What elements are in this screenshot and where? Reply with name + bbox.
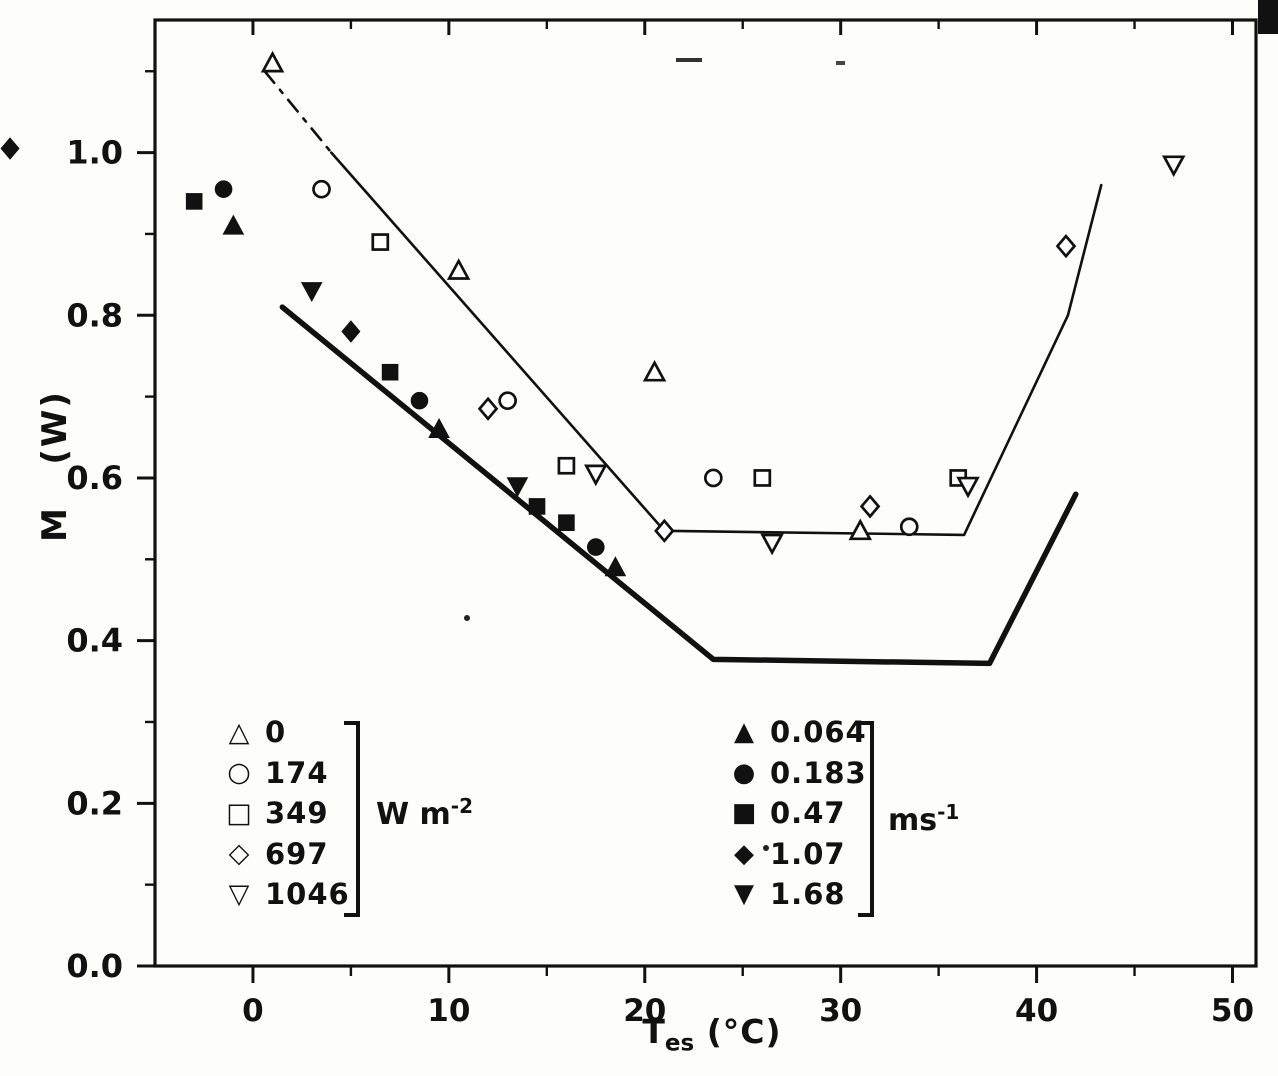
legend-item-label: 174 — [265, 755, 329, 790]
svg-text:1.0: 1.0 — [66, 134, 123, 172]
legend-item: △ 0 — [222, 712, 350, 753]
solid-circle-icon: ● — [732, 757, 756, 788]
legend-item: ▽ 1046 — [222, 874, 350, 915]
legend-item: ○ 174 — [222, 753, 350, 794]
svg-text:20: 20 — [623, 993, 666, 1029]
open-square-icon: □ — [226, 797, 252, 829]
x-axis-label-subscript: es — [664, 1030, 695, 1057]
svg-text:40: 40 — [1015, 993, 1058, 1029]
svg-text:30: 30 — [819, 993, 862, 1029]
svg-text:0.4: 0.4 — [66, 622, 123, 660]
legend-item: ▲ 0.064 — [727, 712, 867, 753]
svg-text:0.8: 0.8 — [66, 296, 123, 334]
legend-item-label: 1.68 — [770, 877, 846, 912]
x-axis-label-symbol: T — [642, 1012, 665, 1051]
legend-radiation-flux: △ 0 ○ 174 □ 349 ◇ 697 ▽ 1046 — [222, 712, 350, 915]
legend-item: ◆ 1.07 — [727, 834, 867, 875]
svg-text:0.6: 0.6 — [66, 459, 123, 497]
legend-item: ▼ 1.68 — [727, 874, 867, 915]
svg-text:50: 50 — [1211, 993, 1254, 1029]
solid-triangle-up-icon: ▲ — [734, 717, 754, 748]
svg-text:10: 10 — [427, 993, 470, 1029]
legend-unit-base: W m — [376, 797, 451, 832]
legend-item-label: 1.07 — [770, 836, 846, 871]
open-circle-icon: ○ — [227, 757, 251, 789]
svg-text:0: 0 — [242, 993, 264, 1029]
legend-unit-exponent: -1 — [937, 800, 960, 824]
legend-unit-base: ms — [888, 803, 938, 838]
legend-item-label: 697 — [265, 836, 329, 871]
legend-bracket — [858, 721, 874, 917]
open-triangle-up-icon: △ — [228, 716, 250, 748]
y-axis-label: M (W) — [35, 390, 75, 542]
x-axis-label-unit: (°C) — [694, 1012, 782, 1051]
svg-text:0.0: 0.0 — [66, 947, 123, 985]
legend-unit-label: ms-1 — [888, 800, 959, 838]
legend-item-label: 0.064 — [770, 715, 867, 750]
legend-bracket — [344, 721, 360, 917]
legend-item-label: 0.183 — [770, 755, 867, 790]
open-triangle-down-icon: ▽ — [228, 878, 250, 910]
legend-item: □ 349 — [222, 793, 350, 834]
legend-unit-label: W m-2 — [376, 794, 473, 832]
legend-item: ◇ 697 — [222, 834, 350, 875]
legend-item-label: 349 — [265, 796, 329, 831]
legend-item-label: 1046 — [265, 877, 350, 912]
legend-unit-exponent: -2 — [450, 794, 474, 818]
solid-square-icon: ■ — [731, 798, 757, 829]
solid-diamond-icon: ◆ — [734, 838, 754, 869]
solid-triangle-down-icon: ▼ — [734, 879, 754, 910]
x-axis-label: Tes (°C) — [592, 1012, 832, 1057]
legend-item-label: 0.47 — [770, 796, 846, 831]
legend-item: ■ 0.47 — [727, 793, 867, 834]
legend-item-label: 0 — [265, 715, 287, 750]
open-diamond-icon: ◇ — [228, 838, 250, 870]
svg-text:0.2: 0.2 — [66, 784, 123, 822]
legend-item: ● 0.183 — [727, 753, 867, 794]
legend-wind-speed: ▲ 0.064 ● 0.183 ■ 0.47 ◆ 1.07 ▼ 1.68 — [727, 712, 867, 915]
